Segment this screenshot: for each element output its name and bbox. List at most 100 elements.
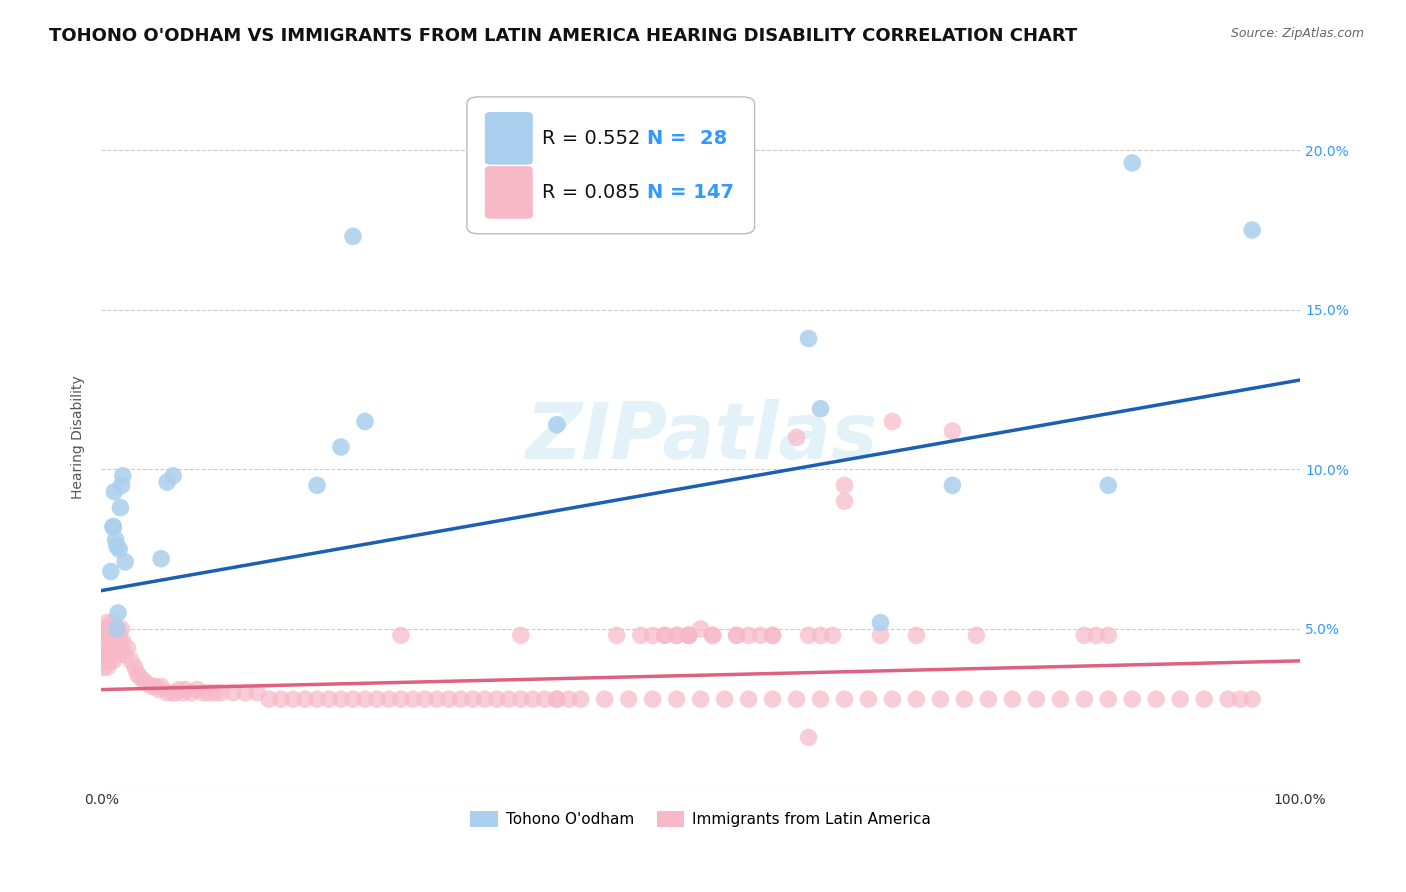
Point [270, 692, 292, 706]
Point [426, 692, 449, 706]
Point [665, 692, 688, 706]
Point [858, 692, 880, 706]
Point [834, 692, 856, 706]
Point [191, 686, 214, 700]
Point [905, 692, 928, 706]
Point [1218, 692, 1240, 706]
Point [558, 692, 581, 706]
Point [94, 622, 117, 636]
Point [165, 686, 187, 700]
Point [162, 468, 184, 483]
Point [1097, 628, 1119, 642]
Point [150, 679, 173, 693]
Text: TOHONO O'ODHAM VS IMMIGRANTS FROM LATIN AMERICA HEARING DISABILITY CORRELATION C: TOHONO O'ODHAM VS IMMIGRANTS FROM LATIN … [49, 27, 1077, 45]
Point [749, 628, 772, 642]
Point [246, 686, 269, 700]
Point [378, 692, 401, 706]
Point [569, 692, 592, 706]
Point [172, 686, 194, 700]
Point [678, 628, 700, 642]
Point [702, 628, 724, 642]
Point [389, 628, 412, 642]
Point [174, 682, 197, 697]
Point [402, 692, 425, 706]
Point [103, 520, 125, 534]
Point [797, 731, 820, 745]
Point [156, 686, 179, 700]
Point [366, 692, 388, 706]
Point [1097, 478, 1119, 492]
Point [810, 401, 832, 416]
Point [606, 628, 628, 642]
Point [869, 615, 891, 630]
Point [546, 692, 568, 706]
Point [318, 692, 340, 706]
Point [257, 692, 280, 706]
Point [761, 628, 783, 642]
Point [167, 682, 190, 697]
Point [105, 539, 128, 553]
Point [108, 628, 131, 642]
Point [105, 622, 128, 636]
Point [97, 648, 120, 662]
Point [1241, 223, 1264, 237]
Point [810, 692, 832, 706]
Text: ZIPatlas: ZIPatlas [524, 400, 877, 475]
Point [1073, 628, 1095, 642]
Point [98, 654, 121, 668]
Point [786, 692, 808, 706]
Point [834, 494, 856, 508]
Point [330, 692, 353, 706]
Point [103, 520, 125, 534]
Point [186, 682, 208, 697]
FancyBboxPatch shape [485, 112, 533, 165]
Point [93, 638, 115, 652]
Text: Source: ZipAtlas.com: Source: ZipAtlas.com [1230, 27, 1364, 40]
Point [110, 641, 132, 656]
Point [474, 692, 496, 706]
Point [100, 641, 122, 656]
Point [94, 648, 117, 662]
Point [678, 628, 700, 642]
Point [533, 692, 555, 706]
Point [834, 478, 856, 492]
Point [1241, 692, 1264, 706]
Point [641, 628, 664, 642]
Point [305, 692, 328, 706]
Point [128, 670, 150, 684]
Point [108, 542, 131, 557]
Point [342, 692, 364, 706]
Point [222, 686, 245, 700]
Point [522, 692, 544, 706]
Point [905, 628, 928, 642]
Point [797, 331, 820, 345]
Text: R = 0.085: R = 0.085 [543, 183, 641, 202]
Point [1097, 692, 1119, 706]
Point [702, 628, 724, 642]
Point [101, 628, 124, 642]
Point [354, 415, 377, 429]
Point [1121, 156, 1143, 170]
Point [546, 692, 568, 706]
Point [120, 654, 142, 668]
Point [713, 692, 735, 706]
Point [1085, 628, 1108, 642]
Point [689, 692, 711, 706]
Point [103, 654, 125, 668]
Point [93, 660, 115, 674]
Point [111, 634, 134, 648]
Point [617, 692, 640, 706]
Point [761, 628, 783, 642]
Point [156, 475, 179, 490]
Point [1168, 692, 1191, 706]
Point [929, 692, 952, 706]
Point [148, 682, 170, 697]
FancyBboxPatch shape [485, 166, 533, 219]
Point [1121, 692, 1143, 706]
Point [965, 628, 987, 642]
Point [105, 622, 128, 636]
Point [1001, 692, 1024, 706]
Point [150, 551, 173, 566]
Point [204, 686, 226, 700]
Point [127, 666, 149, 681]
